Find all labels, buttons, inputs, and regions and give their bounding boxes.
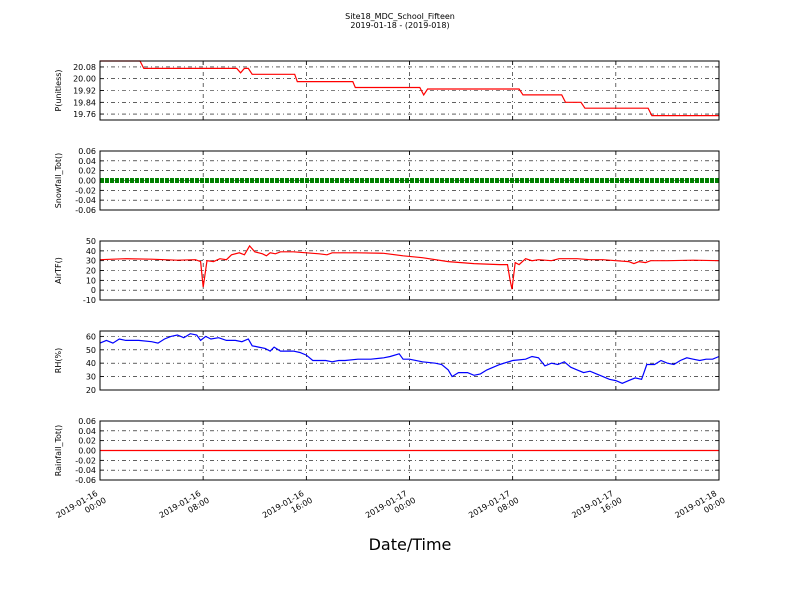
y-tick-label: 30: [86, 257, 96, 266]
x-tick-label: 2019-01-1800:00: [673, 487, 726, 529]
y-tick-label: 0.04: [78, 427, 96, 436]
y-tick-label: 0.06: [78, 417, 96, 426]
y-tick-label: 0: [91, 286, 96, 295]
panel-frame: [99, 240, 720, 301]
y-tick-label: 20.08: [73, 63, 96, 72]
x-tick-label: 2019-01-1708:00: [467, 487, 520, 529]
y-tick-label: 20: [86, 386, 96, 395]
y-axis-label: Snowfall_Tot(): [54, 153, 63, 209]
series-line: [99, 333, 720, 384]
chart-subtitle: 2019-01-18 - (2019-018): [350, 21, 450, 30]
panel-4: 20 30 40 50 60 RH(%): [54, 330, 720, 395]
y-tick-label: 19.84: [73, 98, 96, 107]
y-axis-label: Rainfall_Tot(): [54, 425, 63, 477]
y-tick-label: 0.02: [78, 167, 96, 176]
series-line: [99, 244, 720, 290]
y-tick-label: -10: [83, 296, 96, 305]
y-tick-label: 19.92: [73, 87, 96, 96]
y-tick-label: 0.06: [78, 147, 96, 156]
chart-title: Site18_MDC_School_Fifteen: [345, 12, 455, 21]
y-tick-label: 50: [86, 237, 96, 246]
panel-5: -0.06-0.04-0.020.000.020.040.06 Rainfall_…: [54, 417, 720, 485]
x-tick-label: 2019-01-1608:00: [158, 487, 211, 529]
y-tick-label: 19.76: [73, 110, 96, 119]
y-tick-label: -0.02: [75, 186, 96, 195]
y-axis-label: P(unitless): [54, 69, 63, 111]
y-tick-label: -0.06: [75, 206, 96, 215]
x-tick-label: 2019-01-1716:00: [570, 487, 623, 529]
y-tick-label: 60: [86, 332, 96, 341]
panel-frame: [99, 420, 720, 481]
y-tick-label: 0.02: [78, 437, 96, 446]
y-tick-label: 0.00: [78, 447, 96, 456]
x-axis-label: Date/Time: [368, 535, 452, 554]
y-tick-label: 0.00: [78, 177, 96, 186]
panel-frame: [99, 330, 720, 391]
y-tick-label: -0.02: [75, 456, 96, 465]
y-tick-label: 50: [86, 346, 96, 355]
y-tick-label: -0.06: [75, 476, 96, 485]
y-axis-label: RH(%): [54, 348, 63, 373]
y-tick-label: 40: [86, 359, 96, 368]
y-tick-label: 30: [86, 373, 96, 382]
y-tick-label: 0.04: [78, 157, 96, 166]
x-tick-label: 2019-01-1616:00: [261, 487, 314, 529]
panel-2: -0.06-0.04-0.020.000.020.040.06 Snowfall_…: [54, 147, 720, 215]
panel-frame: [99, 60, 720, 121]
panel-frame: [99, 150, 720, 211]
series-line: [100, 60, 719, 117]
y-axis-label: AirTF(): [54, 257, 63, 284]
y-tick-label: 20: [86, 267, 96, 276]
x-tick-label: 2019-01-1700:00: [364, 487, 417, 529]
y-tick-label: 20.00: [73, 75, 96, 84]
y-tick-label: 10: [86, 276, 96, 285]
y-tick-label: 40: [86, 247, 96, 256]
x-tick-label: 2019-01-1600:00: [54, 487, 107, 529]
panel-1: 19.76 19.84 19.92 20.00 20.08 P(unitless): [54, 60, 720, 121]
y-tick-label: -0.04: [75, 466, 96, 475]
y-tick-label: -0.04: [75, 196, 96, 205]
